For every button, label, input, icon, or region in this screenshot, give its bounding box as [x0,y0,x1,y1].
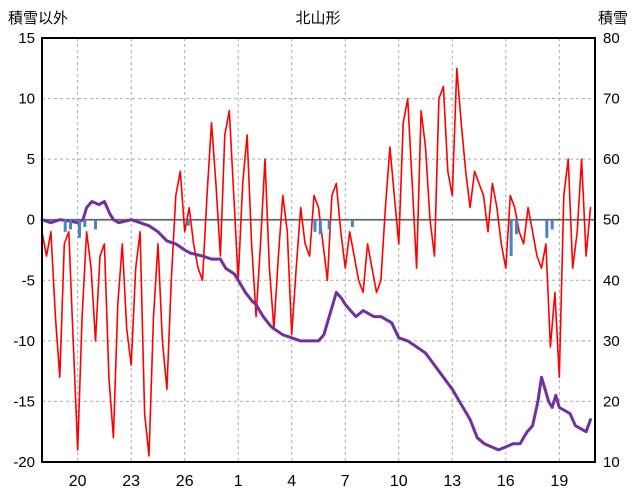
chart-header: 積雪以外 北山形 積雪 [0,0,636,30]
x-axis-tick-label: 10 [390,473,408,490]
x-axis-tick-label: 1 [234,473,243,490]
left-axis-tick-label: 10 [18,91,35,108]
right-axis-tick-label: 40 [603,272,620,289]
chart-title: 北山形 [295,10,341,27]
x-axis-tick-label: 19 [550,473,568,490]
x-axis-tick-label: 13 [443,473,461,490]
left-axis-tick-label: -10 [13,333,35,350]
right-axis-tick-label: 70 [603,91,620,108]
right-axis-tick-label: 80 [603,30,620,47]
left-axis-tick-label: -15 [13,393,35,410]
right-axis-tick-label: 50 [603,212,620,229]
x-axis-tick-label: 4 [287,473,296,490]
left-axis-title: 積雪以外 [8,10,69,27]
x-axis-tick-label: 7 [341,473,350,490]
snow_depth-line [40,200,592,452]
x-axis-tick-label: 16 [497,473,515,490]
left-axis-tick-label: -20 [13,454,35,471]
x-axis-tick-label: 20 [69,473,87,490]
left-axis-tick-label: 0 [27,212,35,229]
x-axis-tick-label: 26 [176,473,194,490]
right-axis-tick-label: 30 [603,333,620,350]
left-axis-tick-label: -5 [22,272,35,289]
left-axis-tick-label: 5 [27,151,35,168]
x-axis-tick-label: 23 [122,473,140,490]
plot-frame [41,37,596,463]
right-axis-tick-label: 20 [603,393,620,410]
left-axis-tick-label: 15 [18,30,35,47]
right-axis-title: 積雪 [597,10,628,27]
right-axis-tick-label: 60 [603,151,620,168]
temperature-line [41,67,592,457]
right-axis-tick-label: 10 [603,454,620,471]
